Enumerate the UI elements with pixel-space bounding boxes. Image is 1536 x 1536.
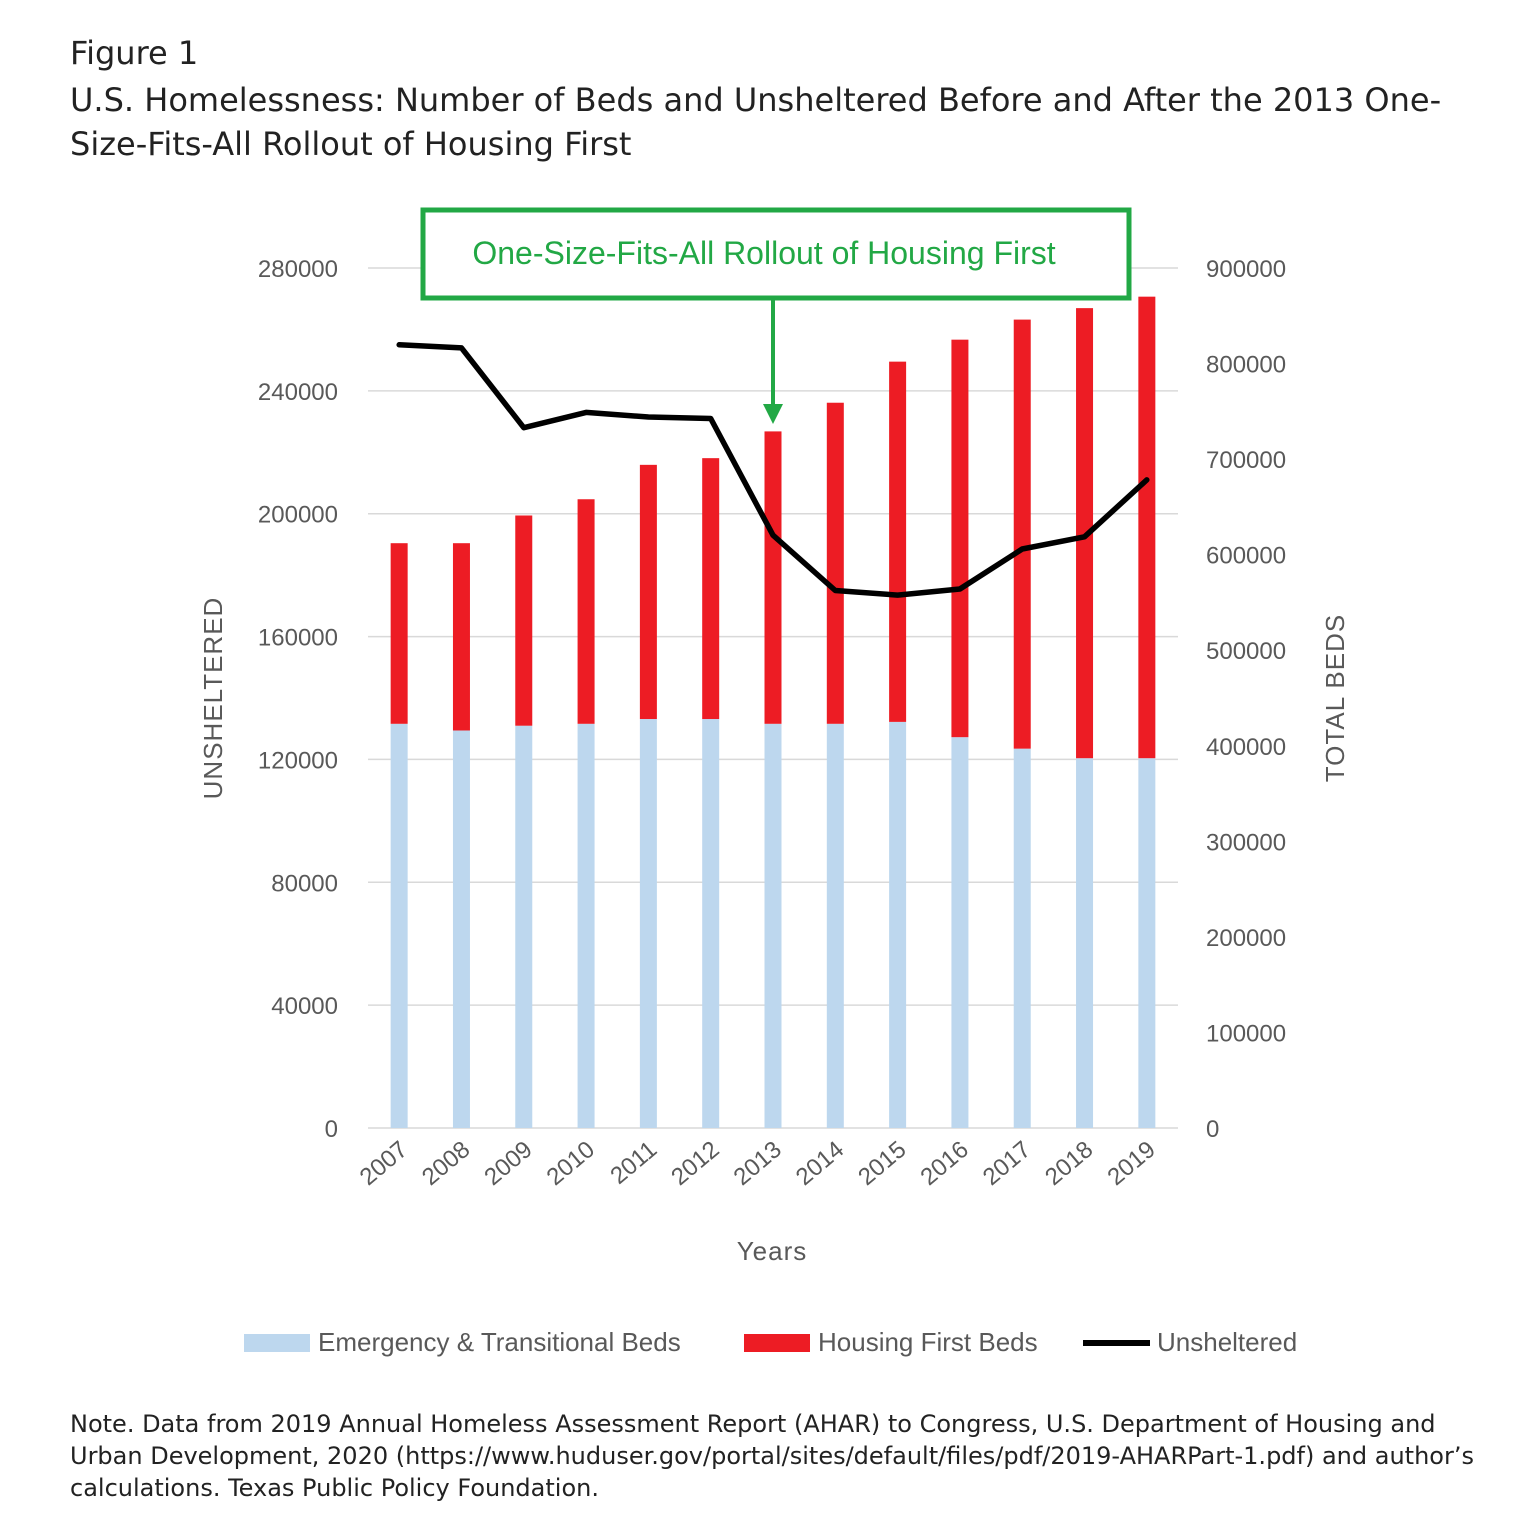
x-tick-label: 2010	[542, 1136, 600, 1191]
bar-housing-first	[826, 402, 844, 724]
legend-swatch-housing-first	[744, 1334, 810, 1352]
bar-emergency-transitional	[951, 737, 969, 1128]
bar-housing-first	[577, 499, 595, 724]
bar-emergency-transitional	[826, 723, 844, 1128]
x-tick-label: 2007	[355, 1136, 413, 1191]
bar-housing-first	[390, 543, 408, 724]
bar-housing-first	[951, 339, 969, 738]
line-unsheltered	[396, 342, 1150, 598]
bar-emergency-transitional	[764, 723, 782, 1128]
x-tick-label: 2012	[666, 1136, 724, 1191]
x-tick-label: 2008	[417, 1136, 475, 1191]
y2-tick-label: 300000	[1206, 829, 1286, 856]
y-tick-label: 200000	[258, 502, 338, 529]
y-tick-label: 0	[325, 1116, 338, 1143]
bar-housing-first	[639, 464, 657, 720]
bar-housing-first	[702, 458, 720, 720]
bar-emergency-transitional	[1138, 758, 1156, 1128]
y2-tick-label: 800000	[1206, 352, 1286, 379]
y-tick-label: 80000	[271, 870, 338, 897]
bar-housing-first	[1138, 296, 1156, 759]
chart: 0 40000 80000 120000 160000 200000 240000 28000…	[198, 207, 1350, 1357]
y2-axis-title: TOTAL BEDS	[1320, 614, 1350, 782]
bar-emergency-transitional	[702, 719, 720, 1128]
figure-title: U.S. Homelessness: Number of Beds and Un…	[70, 81, 1442, 163]
y2-tick-label: 200000	[1206, 925, 1286, 952]
bar-emergency-transitional	[452, 730, 470, 1128]
x-tick-label: 2011	[605, 1136, 662, 1190]
bar-emergency-transitional	[889, 721, 907, 1128]
x-tick-label: 2018	[1040, 1136, 1098, 1191]
y-tick-label: 160000	[258, 625, 338, 652]
legend-label-unsheltered: Unsheltered	[1157, 1327, 1297, 1357]
annotation-text: One-Size-Fits-All Rollout of Housing Fir…	[472, 235, 1055, 271]
bar-emergency-transitional	[515, 725, 533, 1128]
legend-label-emergency: Emergency & Transitional Beds	[318, 1327, 681, 1357]
y-tick-label: 240000	[258, 379, 338, 406]
annotation-box	[420, 207, 1132, 301]
x-tick-label: 2017	[978, 1136, 1036, 1191]
x-tick-label: 2009	[479, 1136, 537, 1191]
legend-label-housing-first: Housing First Beds	[818, 1327, 1038, 1357]
bar-emergency-transitional	[1013, 748, 1031, 1128]
bar-emergency-transitional	[1076, 758, 1094, 1128]
y2-tick-label: 100000	[1206, 1020, 1286, 1047]
y2-tick-label: 900000	[1206, 256, 1286, 283]
bar-emergency-transitional	[577, 723, 595, 1128]
bar-emergency-transitional	[390, 723, 408, 1128]
x-tick-label: 2015	[853, 1136, 911, 1191]
bar-housing-first	[452, 543, 470, 731]
x-tick-label: 2016	[916, 1136, 974, 1191]
y-tick-label: 120000	[258, 747, 338, 774]
x-tick-label: 2019	[1102, 1136, 1160, 1191]
y2-tick-label: 700000	[1206, 447, 1286, 474]
bar-housing-first	[889, 361, 907, 722]
bar-emergency-transitional	[639, 719, 657, 1128]
x-axis-title: Years	[737, 1236, 808, 1266]
source-note: Note. Data from 2019 Annual Homeless Ass…	[70, 1410, 1474, 1502]
bar-housing-first	[515, 515, 533, 726]
bar-housing-first	[1013, 319, 1031, 749]
y-tick-label: 280000	[258, 256, 338, 283]
x-tick-label: 2013	[729, 1136, 787, 1191]
annotation-arrow-head	[763, 404, 783, 424]
y-tick-label: 40000	[271, 993, 338, 1020]
bar-housing-first	[764, 431, 782, 724]
y2-tick-label: 500000	[1206, 638, 1286, 665]
y-axis-title: UNSHELTERED	[198, 597, 228, 800]
x-tick-label: 2014	[791, 1136, 849, 1191]
y2-tick-label: 600000	[1206, 543, 1286, 570]
figure-label: Figure 1	[70, 34, 199, 72]
legend-swatch-emergency	[244, 1334, 310, 1352]
y2-tick-label: 0	[1206, 1116, 1219, 1143]
y2-tick-label: 400000	[1206, 734, 1286, 761]
